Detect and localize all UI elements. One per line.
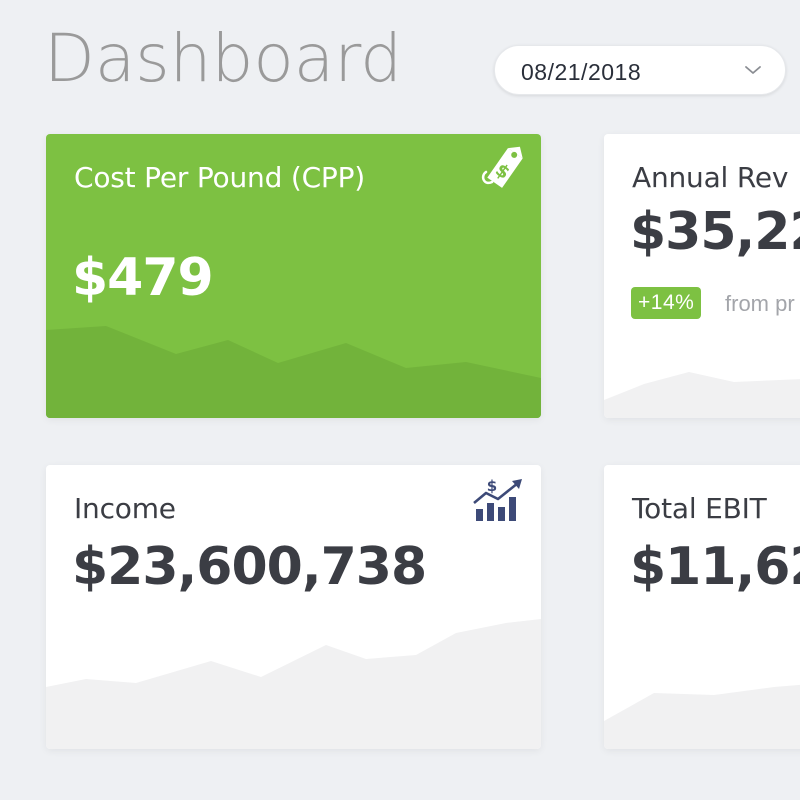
total-ebit-sparkline	[604, 684, 800, 749]
income-sparkline	[46, 619, 541, 749]
annual-revenue-card-value: $35,22	[630, 202, 800, 262]
cpp-card-title: Cost Per Pound (CPP)	[74, 161, 366, 194]
svg-text:$: $	[487, 477, 497, 495]
rising-bars-dollar-icon: $	[473, 477, 522, 521]
income-card[interactable]: Income $ $23,600,738	[46, 465, 541, 749]
annual-revenue-sparkline	[604, 372, 800, 418]
cpp-card[interactable]: Cost Per Pound (CPP) $ $479	[46, 134, 541, 418]
page-title: Dashboard	[44, 20, 403, 97]
cpp-sparkline	[46, 326, 541, 418]
total-ebit-card-title: Total EBIT	[632, 492, 767, 525]
income-card-value: $23,600,738	[72, 537, 427, 597]
growth-badge: +14%	[631, 287, 702, 319]
annual-revenue-card-title: Annual Rev	[632, 161, 789, 194]
date-picker[interactable]: 08/21/2018	[494, 45, 786, 95]
growth-badge-note: from pr	[725, 291, 795, 316]
total-ebit-card-value: $11,62	[630, 537, 800, 597]
cpp-card-value: $479	[72, 248, 214, 308]
total-ebit-card[interactable]: Total EBIT $11,62	[604, 465, 800, 749]
date-value: 08/21/2018	[521, 59, 642, 85]
annual-revenue-card[interactable]: Annual Rev $35,22 +14% from pr	[604, 134, 800, 418]
chevron-down-icon	[745, 66, 761, 74]
price-tag-dollar-icon: $	[481, 146, 523, 188]
income-card-title: Income	[74, 492, 176, 525]
